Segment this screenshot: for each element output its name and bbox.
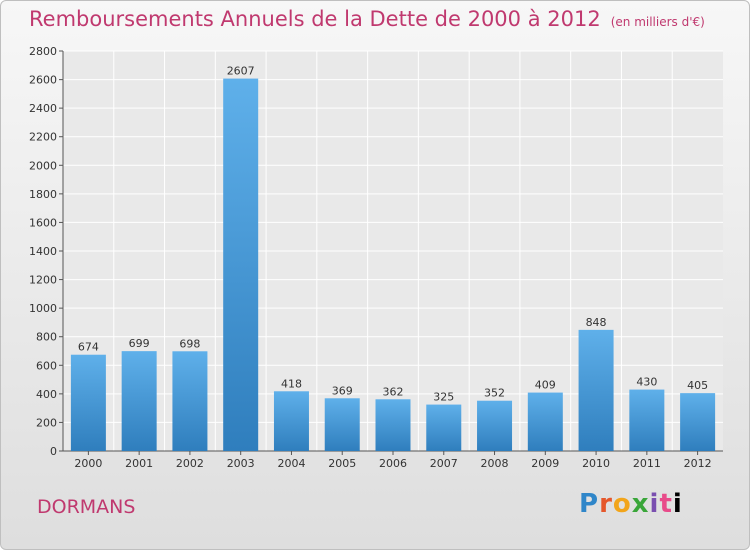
proxiti-logo: Proxiti: [579, 489, 683, 519]
bar: [172, 351, 208, 451]
data-label: 418: [281, 377, 302, 390]
bar: [527, 392, 563, 451]
x-tick-label: 2000: [74, 457, 102, 470]
y-tick-label: 1600: [29, 216, 57, 229]
y-tick-label: 2600: [29, 74, 57, 87]
x-tick-label: 2001: [125, 457, 153, 470]
x-tick-label: 2007: [430, 457, 458, 470]
data-label: 405: [687, 379, 708, 392]
x-tick-label: 2010: [582, 457, 610, 470]
y-tick-label: 600: [36, 359, 57, 372]
place-name: DORMANS: [37, 496, 136, 518]
data-labels: 674 699 698 2607 418 369 362 325 352 409 848 430 405: [78, 65, 708, 404]
data-label: 352: [484, 387, 505, 400]
bar: [426, 404, 462, 451]
data-label: 848: [586, 316, 607, 329]
y-tick-label: 2000: [29, 159, 57, 172]
bars: [70, 78, 716, 452]
logo-letter: t: [659, 489, 673, 519]
data-label: 409: [535, 379, 556, 392]
bar: [680, 393, 716, 451]
bar: [223, 78, 259, 452]
logo-letter: i: [672, 489, 683, 519]
y-tick-label: 1400: [29, 245, 57, 258]
bar: [477, 400, 513, 451]
x-tick-label: 2008: [481, 457, 509, 470]
x-tick-label: 2012: [684, 457, 712, 470]
x-tick-label: 2005: [328, 457, 356, 470]
y-tick-label: 2200: [29, 131, 57, 144]
bar: [375, 399, 411, 451]
bar: [121, 351, 157, 451]
logo-letter: i: [649, 489, 660, 519]
y-tick-label: 2800: [29, 45, 57, 58]
data-label: 2607: [227, 65, 255, 78]
logo-letter: r: [599, 489, 613, 519]
bar: [578, 329, 614, 451]
y-tick-label: 400: [36, 388, 57, 401]
data-label: 674: [78, 341, 99, 354]
chart-title: Remboursements Annuels de la Dette de 20…: [29, 7, 705, 31]
x-tick-label: 2003: [227, 457, 255, 470]
x-tick-label: 2002: [176, 457, 204, 470]
y-tick-label: 0: [50, 445, 57, 458]
data-label: 430: [636, 376, 657, 389]
y-tick-label: 800: [36, 331, 57, 344]
y-tick-label: 200: [36, 416, 57, 429]
bar: [324, 398, 360, 451]
data-label: 698: [179, 337, 200, 350]
data-label: 362: [383, 385, 404, 398]
x-tick-label: 2011: [633, 457, 661, 470]
data-label: 325: [433, 391, 454, 404]
y-tick-label: 1000: [29, 302, 57, 315]
bar: [70, 354, 106, 451]
logo-letter: P: [579, 489, 600, 519]
y-tick-label: 1200: [29, 274, 57, 287]
chart-subtitle: (en milliers d'€): [610, 15, 705, 29]
y-tick-label: 2400: [29, 102, 57, 115]
bar: [629, 389, 665, 451]
logo-letter: x: [631, 489, 650, 519]
x-tick-label: 2009: [531, 457, 559, 470]
data-label: 369: [332, 384, 353, 397]
chart-title-main: Remboursements Annuels de la Dette de 20…: [29, 7, 601, 31]
y-tick-label: 1800: [29, 188, 57, 201]
data-label: 699: [129, 337, 150, 350]
x-tick-label: 2006: [379, 457, 407, 470]
logo-letter: o: [612, 489, 632, 519]
x-tick-label: 2004: [277, 457, 305, 470]
bar: [273, 391, 309, 451]
